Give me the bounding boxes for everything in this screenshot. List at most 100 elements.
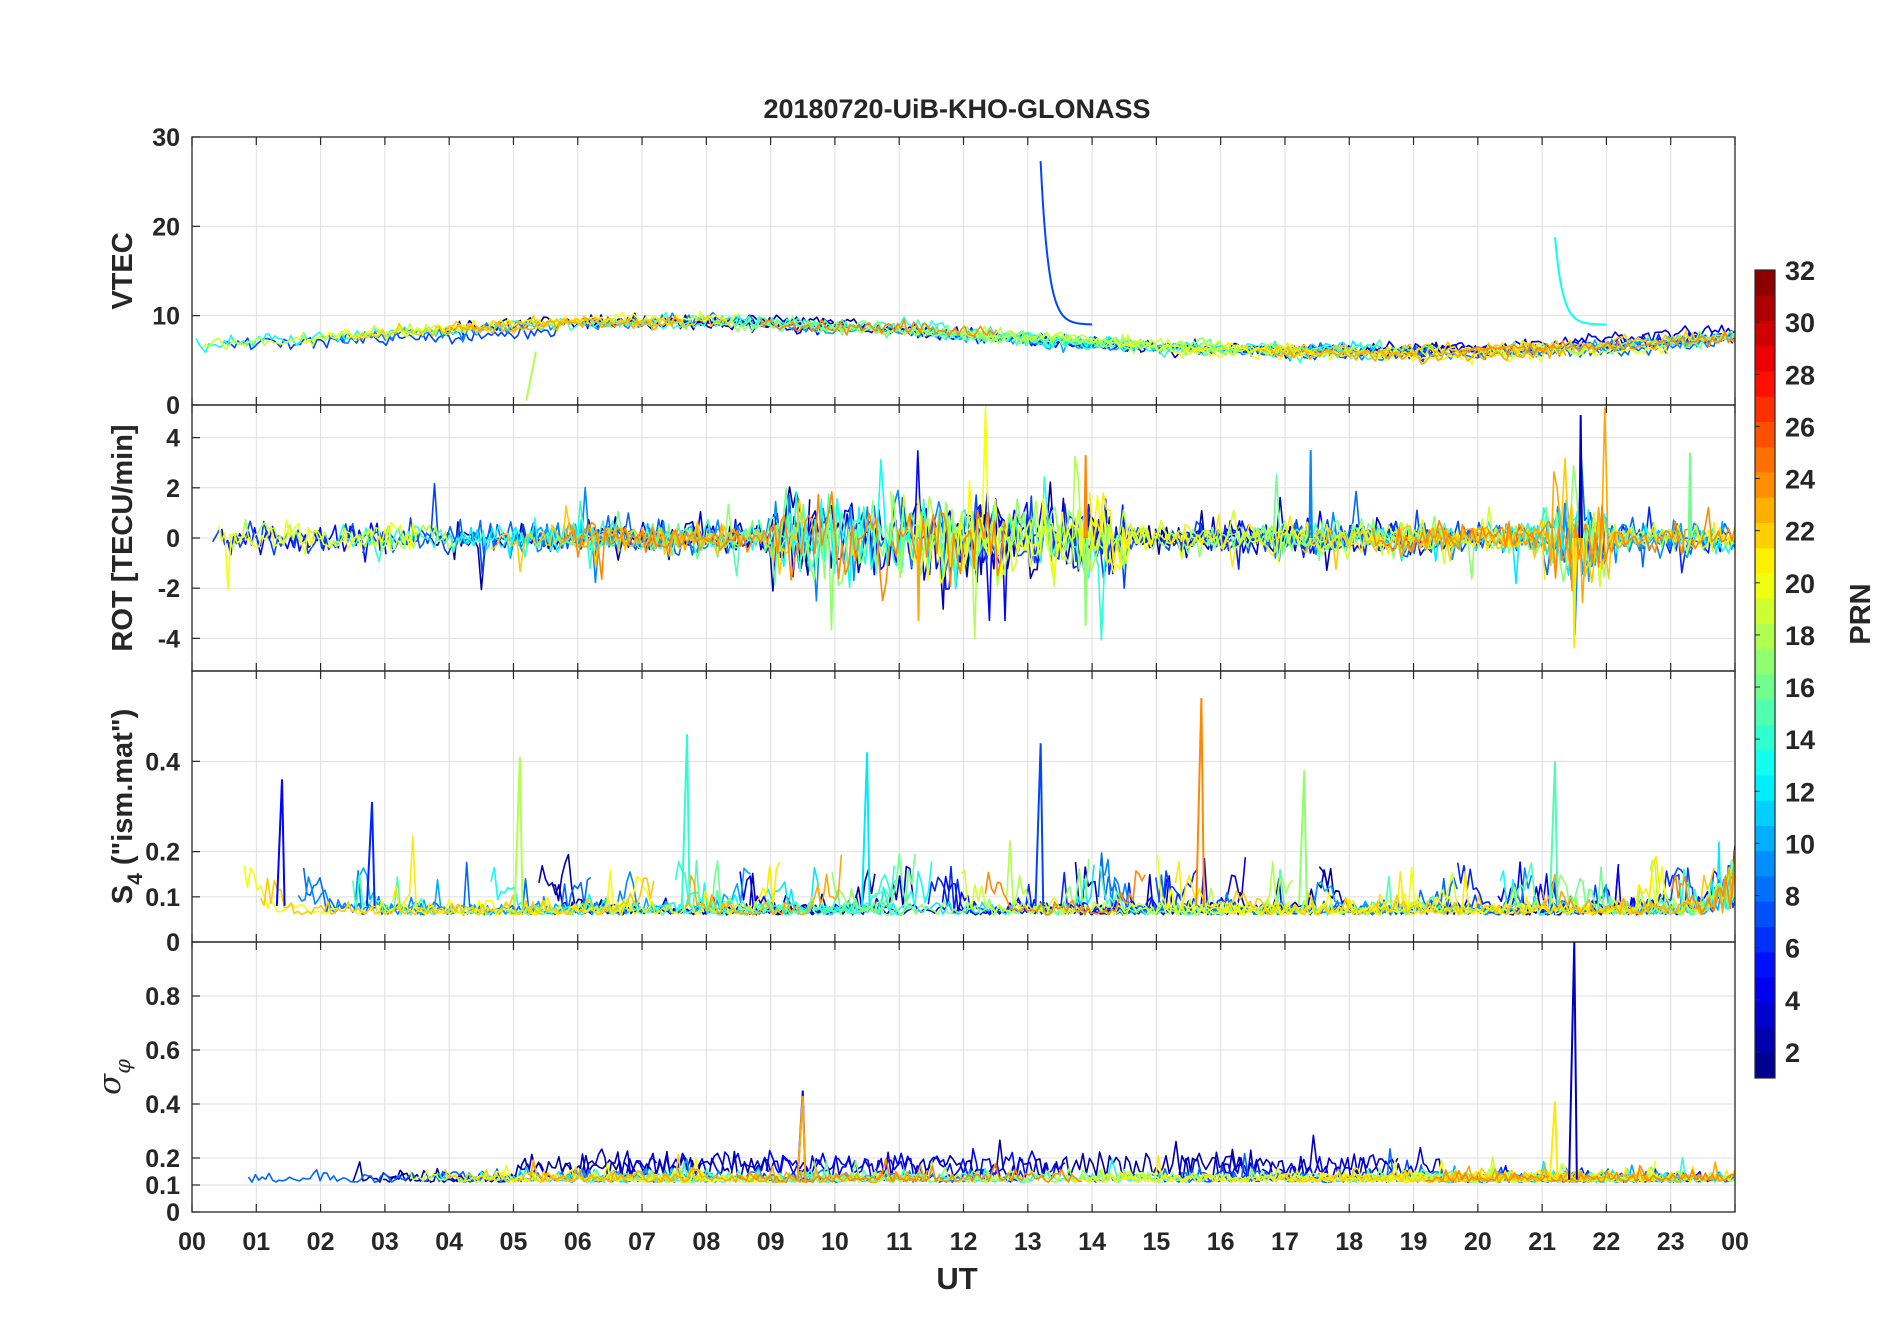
colorbar-segment (1755, 749, 1775, 776)
colorbar-segment (1755, 1002, 1775, 1028)
x-tick-label: 12 (950, 1228, 978, 1256)
colorbar-segment (1755, 1027, 1775, 1054)
y-tick-label: 4 (166, 425, 180, 453)
series-line-prn-23 (559, 523, 744, 557)
series-line-prn-20 (1156, 855, 1667, 916)
series-line-prn-3 (382, 1148, 658, 1183)
chart-title: 20180720-UiB-KHO-GLONASS (763, 94, 1150, 124)
colorbar-tick-label: 4 (1785, 986, 1800, 1016)
x-tick-label: 21 (1528, 1228, 1556, 1256)
series-group (195, 161, 1735, 401)
event-spike (1578, 415, 1583, 539)
y-tick-label: 0.4 (145, 748, 180, 776)
series-line-prn-24 (1425, 1164, 1735, 1184)
series-line-prn-21 (391, 835, 781, 916)
series-line-prn-24 (1670, 850, 1735, 915)
series-line-prn-6 (927, 865, 1198, 916)
colorbar-tick-label: 14 (1785, 725, 1815, 755)
event-spike (680, 734, 691, 906)
series-line-prn-13 (195, 326, 415, 354)
colorbar-segment (1755, 699, 1775, 725)
y-axis-label: S4 ("ism.mat") (107, 709, 147, 905)
series-line-prn-21 (1088, 492, 1546, 580)
colorbar-tick-label: 24 (1785, 465, 1815, 495)
colorbar-frame (1754, 269, 1776, 1079)
series-line-prn-24 (1371, 504, 1735, 592)
series-line-prn-4 (1392, 324, 1735, 361)
x-tick-label: 15 (1142, 1228, 1170, 1256)
series-line-prn-19 (202, 322, 476, 351)
colorbar-tick-label: 22 (1785, 517, 1815, 547)
series-line-prn-24 (1462, 331, 1735, 357)
colorbar-segment (1755, 724, 1775, 751)
y-tick-label: 0.6 (145, 1037, 180, 1065)
colorbar-segment (1755, 775, 1775, 801)
colorbar-segment (1755, 926, 1775, 953)
panel-sigma-phi: 00.10.2 0.4 0.6 0.8 σφ (92, 941, 1736, 1227)
event-spike (1039, 161, 1093, 326)
series-line-prn-21 (1622, 1166, 1735, 1183)
x-tick-label: 20 (1464, 1228, 1492, 1256)
colorbar-segment (1755, 472, 1775, 498)
colorbar-tick-label: 28 (1785, 360, 1815, 390)
colorbar-segment (1755, 850, 1775, 877)
series-line-prn-18 (821, 321, 1154, 349)
x-tick-label: 11 (886, 1228, 913, 1256)
series-line-prn-23 (1394, 407, 1625, 604)
series-line-prn-22 (354, 314, 732, 341)
colorbar-segment (1755, 977, 1775, 1003)
y-tick-label: 0.2 (145, 1145, 180, 1173)
colorbar-segment (1755, 598, 1775, 624)
series-line-prn-17 (813, 1159, 1352, 1184)
series-line-prn-4 (1218, 1146, 1450, 1181)
colorbar-segment (1755, 345, 1775, 372)
x-tick-label: 00 (1721, 1228, 1749, 1256)
colorbar-tick-label: 6 (1785, 934, 1800, 964)
event-spike (1195, 698, 1205, 906)
colorbar-tick-label: 10 (1785, 829, 1815, 859)
colorbar-segment (1755, 825, 1775, 852)
series-line-prn-23 (1269, 346, 1567, 366)
colorbar-segment (1755, 270, 1775, 296)
colorbar-segment (1755, 320, 1775, 347)
series-group (247, 942, 1735, 1184)
colorbar-segment (1755, 547, 1775, 574)
colorbar-segment (1755, 497, 1775, 523)
series-line-prn-16 (710, 852, 916, 916)
x-tick-label: 03 (371, 1228, 399, 1256)
y-axis-label: σφ (92, 1059, 135, 1095)
event-spike (1687, 452, 1693, 539)
series-line-prn-18 (1372, 1168, 1636, 1184)
x-axis-label: UT (936, 1261, 977, 1296)
x-tick-label: 02 (307, 1228, 335, 1256)
series-line-prn-23 (684, 854, 843, 916)
series-line-prn-18 (228, 518, 456, 552)
y-tick-label: 0.4 (145, 1091, 180, 1119)
x-axis-tick-labels: 00 01 02 03 04 05 06 07 08 09 10 11 12 13 14 15 16 17 18 19… (178, 1228, 1749, 1256)
event-spike (796, 1095, 807, 1180)
x-tick-label: 05 (500, 1228, 528, 1256)
x-tick-label: 06 (564, 1228, 592, 1256)
event-spike (1034, 743, 1045, 906)
event-spike (513, 756, 524, 906)
y-tick-label: -2 (158, 575, 180, 603)
colorbar-segment (1755, 573, 1775, 599)
y-tick-label: 0 (166, 929, 180, 957)
colorbar-tick-label: 18 (1785, 621, 1815, 651)
colorbar-segment (1755, 295, 1775, 321)
series-line-prn-24 (735, 1157, 1082, 1184)
y-axis-label: ROT [TECU/min] (107, 424, 139, 651)
colorbar-segment (1755, 876, 1775, 902)
event-spike (1308, 450, 1313, 539)
x-tick-label: 16 (1207, 1228, 1235, 1256)
series-line-prn-23 (444, 315, 682, 336)
x-tick-label: 08 (692, 1228, 720, 1256)
series-line-prn-20 (907, 405, 1156, 585)
colorbar-segment (1755, 901, 1775, 927)
series-line-prn-15 (643, 493, 884, 586)
colorbar-segment (1755, 396, 1775, 422)
series-line-prn-24 (560, 490, 1006, 602)
event-spike (1554, 237, 1607, 326)
series-line-prn-20 (218, 519, 417, 591)
